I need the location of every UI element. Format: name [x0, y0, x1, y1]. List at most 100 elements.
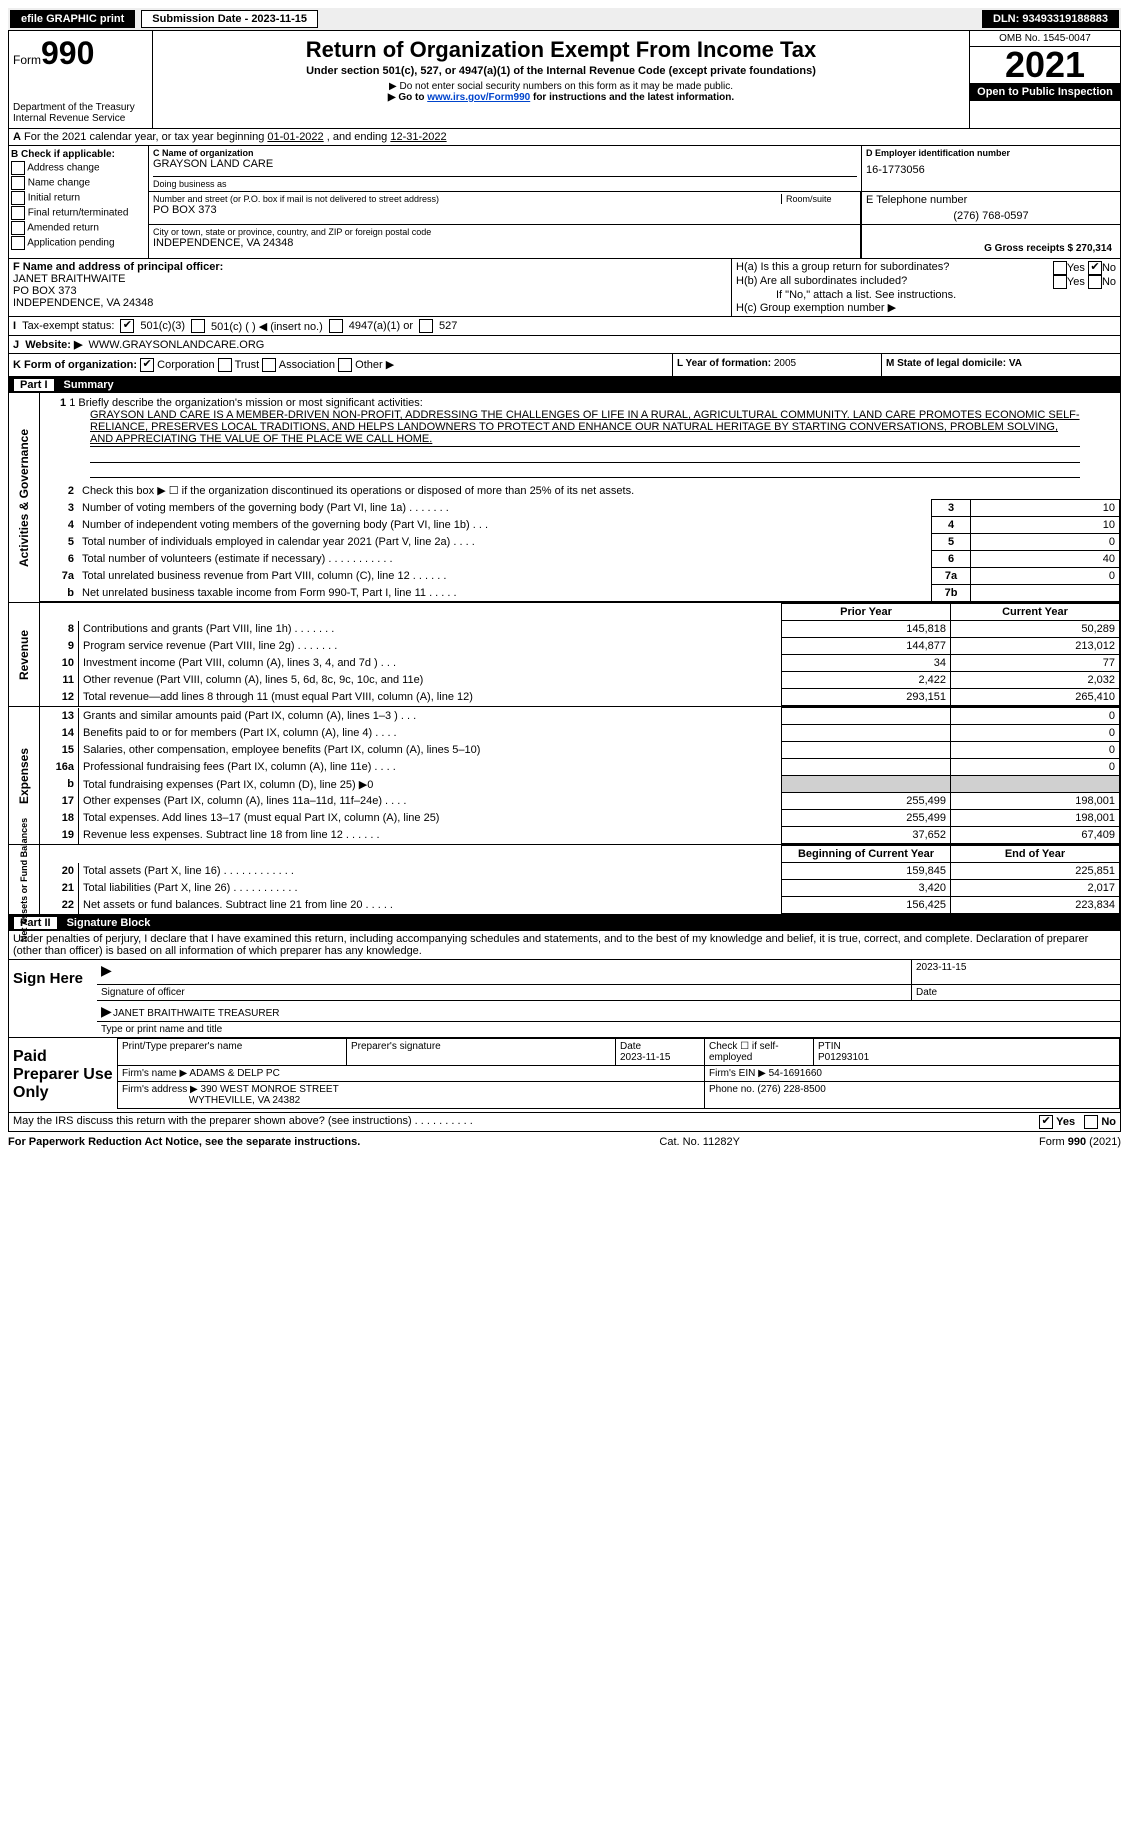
- cb-assoc[interactable]: [262, 358, 276, 372]
- hb-label: H(b) Are all subordinates included?: [736, 275, 907, 289]
- r-p11: 2,422: [782, 672, 951, 689]
- part-1-num: Part I: [14, 379, 54, 391]
- paid-preparer-table: Print/Type preparer's name Preparer's si…: [117, 1038, 1120, 1109]
- e-c18: 198,001: [951, 810, 1120, 827]
- val-7b: [971, 585, 1120, 602]
- lbl-final-return: Final return/terminated: [28, 208, 129, 219]
- lbl-501c: 501(c) ( ) ◀ (insert no.): [211, 320, 323, 333]
- e-c16a: 0: [951, 759, 1120, 776]
- subtitle-2: ▶ Do not enter social security numbers o…: [157, 81, 965, 92]
- cb-trust[interactable]: [218, 358, 232, 372]
- paid-preparer-title: Paid Preparer Use Only: [9, 1038, 117, 1112]
- sig-declaration: Under penalties of perjury, I declare th…: [8, 931, 1121, 960]
- cb-name-change[interactable]: [11, 176, 25, 190]
- website-value: WWW.GRAYSONLANDCARE.ORG: [89, 339, 265, 351]
- e-l16a: Professional fundraising fees (Part IX, …: [79, 759, 782, 776]
- ein-lbl: Firm's EIN ▶: [709, 1068, 766, 1079]
- year-formation: 2005: [774, 358, 796, 369]
- box-d-lbl: D Employer identification number: [866, 148, 1116, 158]
- street-address: PO BOX 373: [153, 204, 856, 216]
- e-p16b: [782, 776, 951, 793]
- top-bar: efile GRAPHIC print Submission Date - 20…: [8, 8, 1121, 30]
- e-c19: 67,409: [951, 827, 1120, 844]
- form990-link[interactable]: www.irs.gov/Form990: [427, 92, 530, 103]
- cb-501c3[interactable]: [120, 319, 134, 333]
- side-activities: Activities & Governance: [8, 393, 40, 603]
- row-a-mid: , and ending: [324, 131, 391, 143]
- pp-date: 2023-11-15: [620, 1052, 670, 1063]
- box-c: C Name of organization GRAYSON LAND CARE…: [149, 146, 1120, 258]
- firm-lbl: Firm's name ▶: [122, 1068, 187, 1079]
- cb-4947[interactable]: [329, 319, 343, 333]
- blank-2: [90, 463, 1080, 478]
- cb-app-pending[interactable]: [11, 236, 25, 250]
- dba-lbl: Doing business as: [153, 179, 857, 189]
- discuss-yes[interactable]: [1039, 1115, 1053, 1129]
- val-7a: 0: [971, 568, 1120, 585]
- lbl-other: Other ▶: [355, 359, 394, 371]
- sub3-post: for instructions and the latest informat…: [530, 92, 734, 103]
- cb-527[interactable]: [419, 319, 433, 333]
- mission-text: GRAYSON LAND CARE IS A MEMBER-DRIVEN NON…: [90, 409, 1080, 447]
- website-lbl: Website: ▶: [25, 339, 82, 351]
- val-4: 10: [971, 517, 1120, 534]
- hdr-boy: Beginning of Current Year: [782, 846, 951, 863]
- lbl-no: No: [1102, 262, 1116, 274]
- e-l14: Benefits paid to or for members (Part IX…: [79, 725, 782, 742]
- pp-h2: Preparer's signature: [347, 1039, 616, 1066]
- cb-501c[interactable]: [191, 319, 205, 333]
- hb-no[interactable]: [1088, 275, 1102, 289]
- firm-ein: 54-1691660: [769, 1068, 822, 1079]
- firm-addr1: 390 WEST MONROE STREET: [201, 1084, 339, 1095]
- box-f: F Name and address of principal officer:…: [9, 259, 732, 316]
- cb-final-return[interactable]: [11, 206, 25, 220]
- footer-left: For Paperwork Reduction Act Notice, see …: [8, 1136, 360, 1148]
- officer-addr2: INDEPENDENCE, VA 24348: [13, 297, 727, 309]
- n-l22: Net assets or fund balances. Subtract li…: [79, 897, 782, 914]
- e-p16a: [782, 759, 951, 776]
- signature-block: Sign Here ▶ 2023-11-15 Signature of offi…: [8, 960, 1121, 1038]
- r-c10: 77: [951, 655, 1120, 672]
- part-2-title: Signature Block: [67, 917, 151, 929]
- footer-right-pre: Form: [1039, 1136, 1068, 1148]
- line-7b: Net unrelated business taxable income fr…: [78, 585, 932, 602]
- r-p10: 34: [782, 655, 951, 672]
- e-p14: [782, 725, 951, 742]
- ha-yes[interactable]: [1053, 261, 1067, 275]
- expenses-table: 13Grants and similar amounts paid (Part …: [40, 707, 1120, 844]
- hb-yes[interactable]: [1053, 275, 1067, 289]
- n-e21: 2,017: [951, 880, 1120, 897]
- cb-amended[interactable]: [11, 221, 25, 235]
- side-exp-text: Expenses: [17, 748, 31, 804]
- cb-initial-return[interactable]: [11, 191, 25, 205]
- lbl-yes-2: Yes: [1067, 276, 1085, 288]
- lbl-corp: Corporation: [157, 359, 214, 371]
- cb-corporation[interactable]: [140, 358, 154, 372]
- box-e-lbl: E Telephone number: [866, 194, 1116, 206]
- discuss-yes-lbl: Yes: [1056, 1116, 1075, 1128]
- ha-no[interactable]: [1088, 261, 1102, 275]
- cb-address-change[interactable]: [11, 161, 25, 175]
- submission-date-button[interactable]: Submission Date - 2023-11-15: [141, 10, 318, 28]
- phone-value: (276) 768-0597: [866, 210, 1116, 222]
- form-number: 990: [41, 35, 94, 71]
- r-l11: Other revenue (Part VIII, column (A), li…: [79, 672, 782, 689]
- netassets-table: Beginning of Current YearEnd of Year 20T…: [40, 845, 1120, 914]
- efile-label: efile GRAPHIC print: [10, 10, 135, 28]
- side-revenue: Revenue: [8, 603, 40, 707]
- box-c-name-lbl: C Name of organization: [153, 148, 254, 158]
- row-fh: F Name and address of principal officer:…: [8, 259, 1121, 317]
- r-c8: 50,289: [951, 621, 1120, 638]
- cb-other[interactable]: [338, 358, 352, 372]
- lbl-app-pending: Application pending: [27, 238, 114, 249]
- e-p18: 255,499: [782, 810, 951, 827]
- lbl-no-2: No: [1102, 276, 1116, 288]
- footer-right-post: (2021): [1086, 1136, 1121, 1148]
- r-c11: 2,032: [951, 672, 1120, 689]
- subtitle-1: Under section 501(c), 527, or 4947(a)(1)…: [157, 65, 965, 77]
- addr-lbl: Number and street (or P.O. box if mail i…: [153, 194, 781, 204]
- part-1-title: Summary: [64, 379, 114, 391]
- firm-name: ADAMS & DELP PC: [189, 1068, 279, 1079]
- gross-receipts: 270,314: [1076, 243, 1112, 254]
- discuss-no[interactable]: [1084, 1115, 1098, 1129]
